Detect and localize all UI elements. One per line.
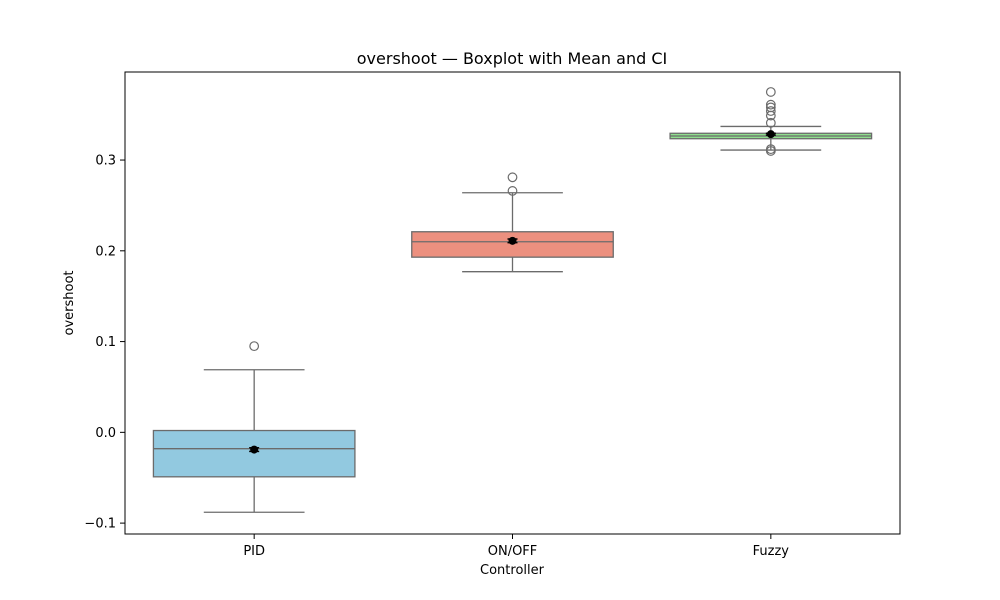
y-axis-label: overshoot (62, 270, 77, 335)
box-group-pid (152, 341, 356, 513)
mean-marker (766, 130, 775, 139)
mean-marker (250, 445, 259, 454)
outlier-point (507, 172, 518, 183)
x-axis-label: Controller (480, 563, 545, 578)
box-group-fuzzy (669, 87, 873, 156)
x-tick-label: ON/OFF (488, 544, 538, 559)
plot-frame (124, 71, 901, 535)
plot-area (152, 87, 873, 513)
outlier-point (249, 341, 260, 352)
chart-title: overshoot — Boxplot with Mean and CI (357, 49, 667, 68)
outlier-point (765, 117, 776, 128)
y-tick-label: 0.2 (95, 244, 116, 259)
box-group-on-off (411, 172, 614, 273)
x-tick-label: Fuzzy (753, 544, 790, 559)
outlier-point (765, 106, 776, 116)
y-tick-label: 0.1 (95, 335, 116, 350)
iqr-box (152, 429, 356, 478)
outlier-point (765, 87, 776, 97)
x-tick-label: PID (243, 544, 265, 559)
mean-marker (508, 236, 517, 245)
outlier-point (765, 99, 776, 110)
y-tick-label: 0.0 (95, 426, 116, 441)
y-axis: −0.1 0.0 0.1 0.2 0.3 (84, 154, 125, 532)
outlier-point (507, 186, 518, 196)
y-tick-label: 0.3 (95, 154, 116, 169)
outlier-point (765, 144, 776, 155)
y-tick-label: −0.1 (84, 517, 116, 532)
x-axis: PID ON/OFF Fuzzy (243, 534, 789, 559)
outlier-point (765, 102, 776, 113)
